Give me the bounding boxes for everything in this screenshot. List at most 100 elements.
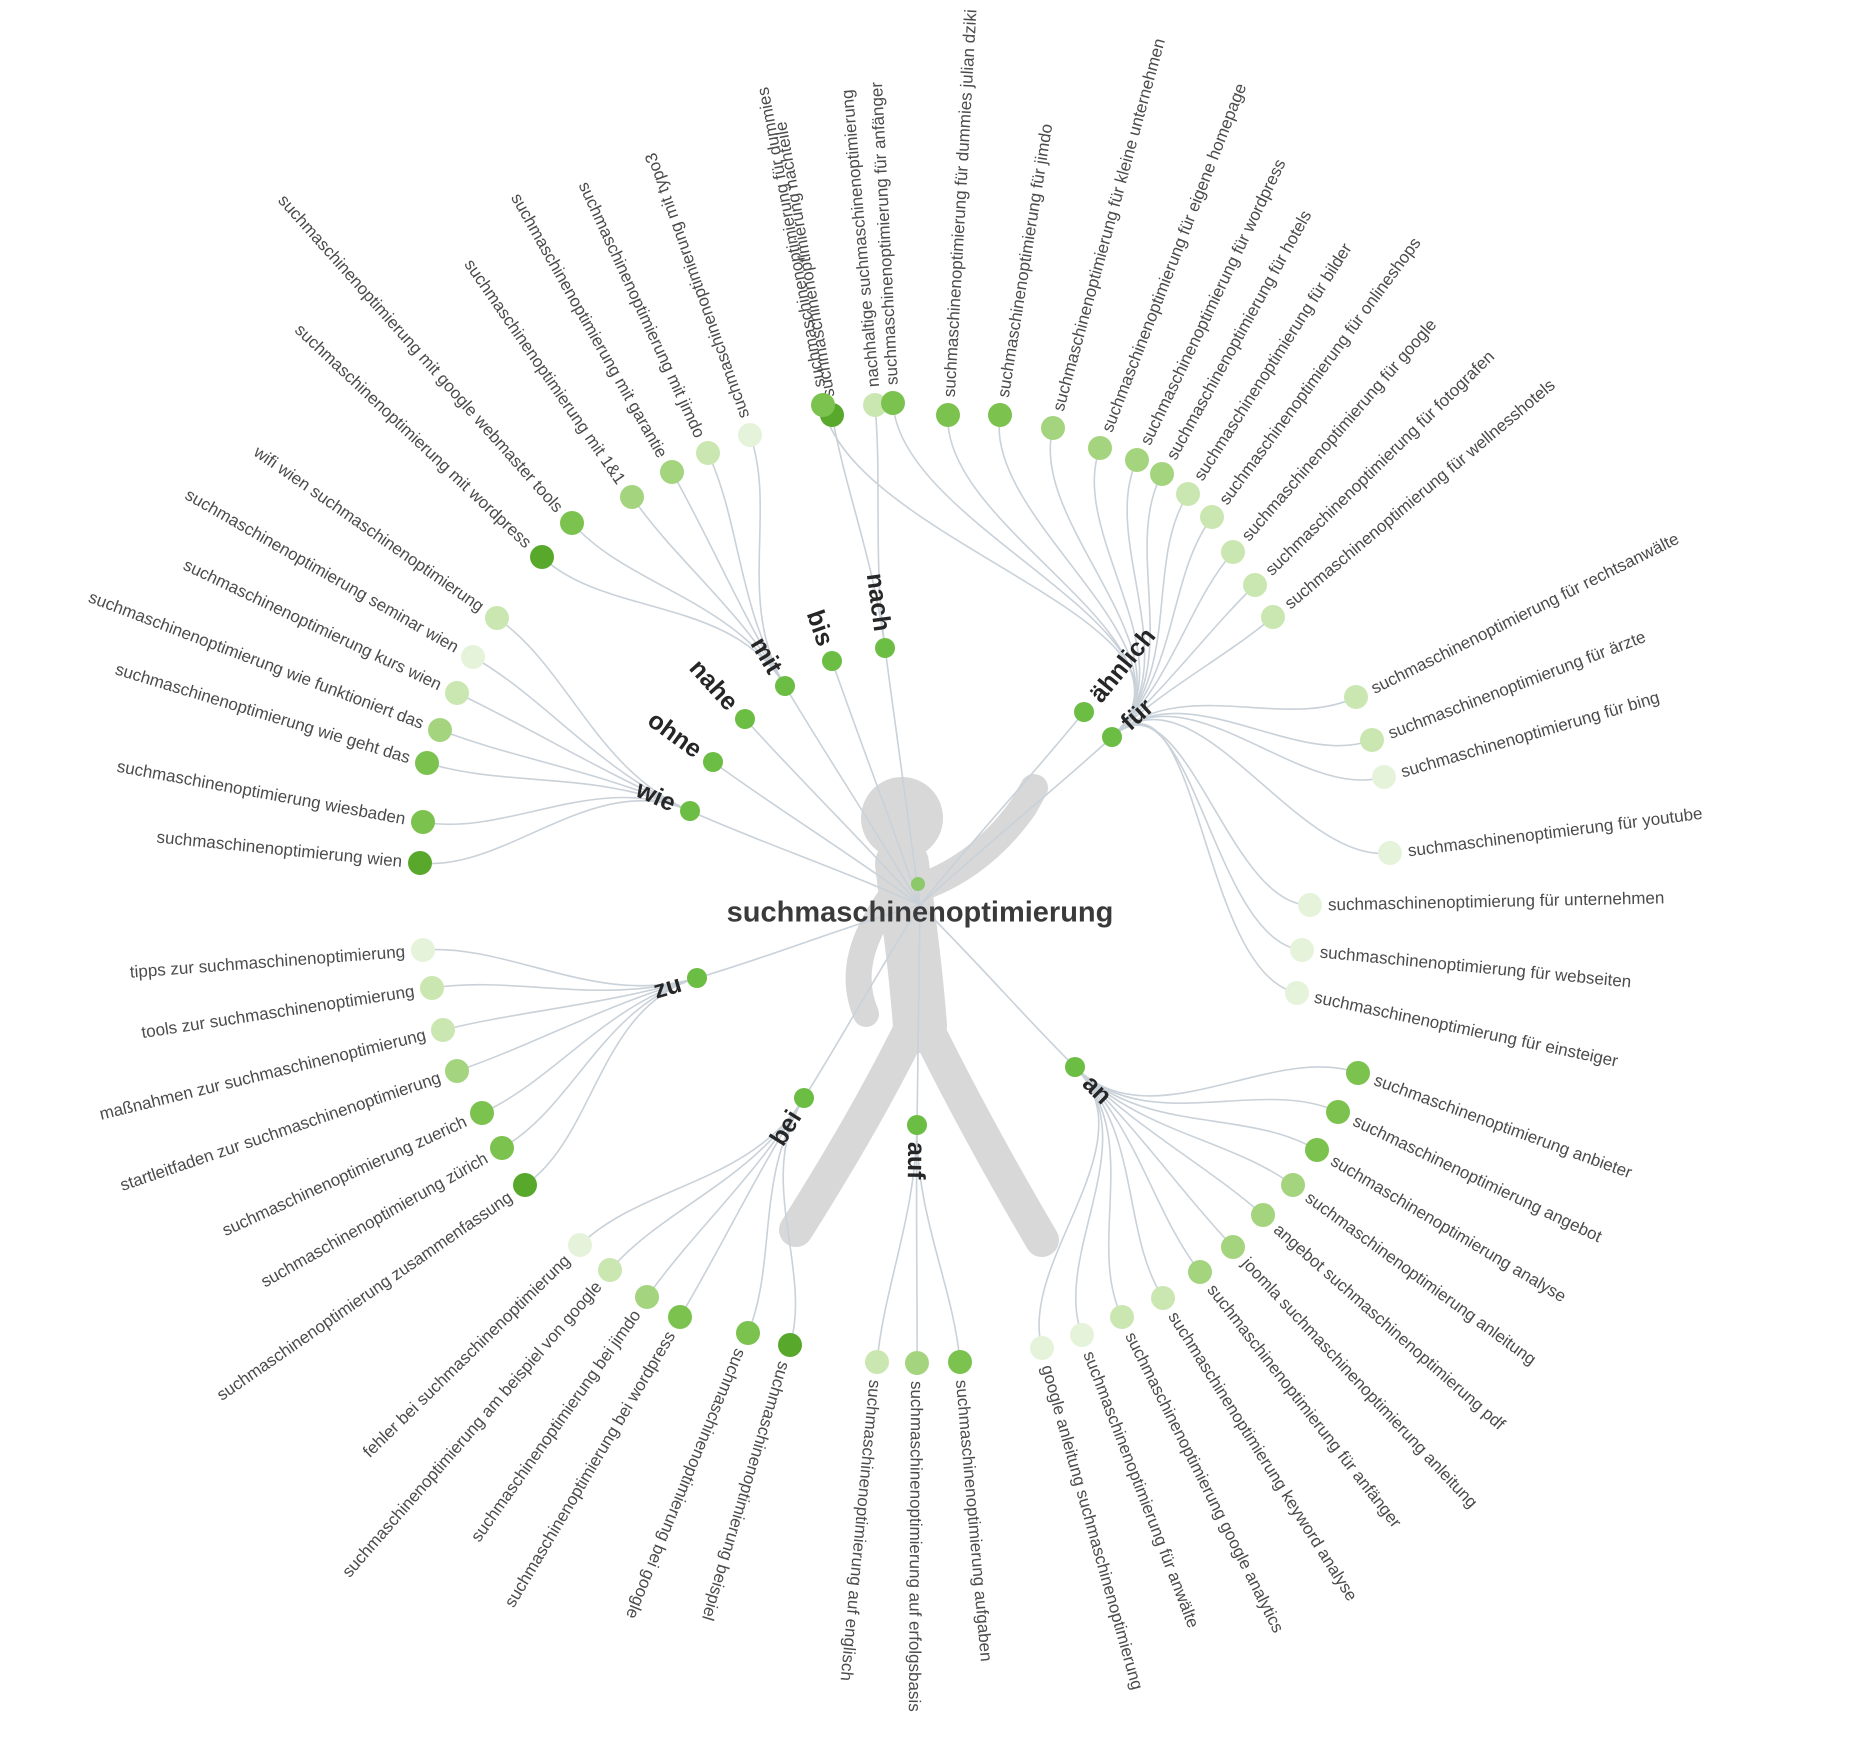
leaf-dot[interactable] [1326, 1100, 1350, 1124]
leaf-label[interactable]: suchmaschinenoptimierung wien [156, 828, 403, 871]
leaf-dot[interactable] [415, 751, 439, 775]
leaf-label[interactable]: suchmaschinenoptimierung für anwälte [1079, 1348, 1202, 1630]
branch-node-auf[interactable] [907, 1115, 927, 1135]
leaf-dot[interactable] [1030, 1336, 1054, 1360]
branch-label-ohne[interactable]: ohne [643, 706, 708, 764]
leaf-dot[interactable] [1305, 1138, 1329, 1162]
branch-node-für[interactable] [1102, 727, 1122, 747]
leaf-label[interactable]: suchmaschinenoptimierung aufgaben [952, 1379, 996, 1662]
leaf-label[interactable]: suchmaschinenoptimierung für jimdo [994, 122, 1057, 398]
leaf-dot[interactable] [948, 1350, 972, 1374]
branch-node-bis[interactable] [822, 651, 842, 671]
leaf-dot[interactable] [1346, 1061, 1370, 1085]
leaf-dot[interactable] [778, 1333, 802, 1357]
leaf-label[interactable]: tools zur suchmaschinenoptimierung [140, 982, 416, 1043]
leaf-dot[interactable] [1041, 416, 1065, 440]
leaf-label[interactable]: google anleitung suchmaschinenoptimierun… [1037, 1363, 1146, 1692]
branch-node-wie[interactable] [680, 801, 700, 821]
branch-label-nahe[interactable]: nahe [684, 654, 744, 716]
leaf-dot[interactable] [1360, 728, 1384, 752]
branch-label-bei[interactable]: bei [764, 1105, 807, 1150]
branch-label-wie[interactable]: wie [631, 775, 680, 817]
branch-label-nach[interactable]: nach [861, 571, 896, 633]
leaf-dot[interactable] [1344, 685, 1368, 709]
leaf-label[interactable]: suchmaschinenoptimierung für unternehmen [1328, 888, 1665, 914]
leaf-dot[interactable] [470, 1101, 494, 1125]
leaf-dot[interactable] [1088, 436, 1112, 460]
leaf-label[interactable]: suchmaschinenoptimierung mit 1&1 [460, 256, 629, 488]
leaf-dot[interactable] [1298, 893, 1322, 917]
leaf-dot[interactable] [513, 1173, 537, 1197]
branch-label-mit[interactable]: mit [745, 632, 789, 679]
leaf-dot[interactable] [738, 423, 762, 447]
leaf-dot[interactable] [411, 938, 435, 962]
leaf-label[interactable]: suchmaschinenoptimierung mit typo3 [641, 150, 753, 421]
leaf-dot[interactable] [431, 1018, 455, 1042]
branch-label-bis[interactable]: bis [801, 606, 839, 649]
leaf-label[interactable]: suchmaschinenoptimierung für einsteiger [1313, 988, 1620, 1071]
leaf-dot[interactable] [620, 485, 644, 509]
leaf-dot[interactable] [445, 1059, 469, 1083]
leaf-label[interactable]: suchmaschinenoptimierung für webseiten [1319, 943, 1632, 992]
leaf-label[interactable]: suchmaschinenoptimierung für youtube [1407, 804, 1704, 861]
branch-node-an[interactable] [1065, 1057, 1085, 1077]
leaf-dot[interactable] [1372, 765, 1396, 789]
leaf-dot[interactable] [811, 393, 835, 417]
leaf-dot[interactable] [1243, 573, 1267, 597]
branch-node-ähnlich[interactable] [1074, 702, 1094, 722]
leaf-dot[interactable] [598, 1258, 622, 1282]
leaf-dot[interactable] [1378, 841, 1402, 865]
leaf-dot[interactable] [1176, 482, 1200, 506]
leaf-label[interactable]: suchmaschinenoptimierung auf englisch [837, 1379, 885, 1682]
leaf-dot[interactable] [1188, 1260, 1212, 1284]
leaf-label[interactable]: suchmaschinenoptimierung angebot [1350, 1111, 1605, 1246]
leaf-label[interactable]: startleitfaden zur suchmaschinenoptimier… [118, 1068, 443, 1195]
leaf-dot[interactable] [1200, 505, 1224, 529]
leaf-dot[interactable] [668, 1305, 692, 1329]
leaf-dot[interactable] [445, 681, 469, 705]
branch-node-mit[interactable] [775, 676, 795, 696]
leaf-dot[interactable] [560, 511, 584, 535]
leaf-label[interactable]: suchmaschinenoptimierung für bing [1399, 688, 1662, 782]
leaf-dot[interactable] [660, 460, 684, 484]
leaf-dot[interactable] [530, 545, 554, 569]
leaf-dot[interactable] [490, 1136, 514, 1160]
leaf-dot[interactable] [863, 393, 887, 417]
leaf-label[interactable]: tipps zur suchmaschinenoptimierung [129, 942, 406, 982]
leaf-dot[interactable] [635, 1285, 659, 1309]
leaf-dot[interactable] [461, 645, 485, 669]
leaf-label[interactable]: suchmaschinenoptimierung auf erfolgsbasi… [905, 1381, 926, 1712]
leaf-dot[interactable] [905, 1351, 929, 1375]
branch-node-zu[interactable] [687, 968, 707, 988]
leaf-dot[interactable] [1151, 1286, 1175, 1310]
leaf-dot[interactable] [411, 810, 435, 834]
branch-node-ohne[interactable] [703, 752, 723, 772]
leaf-dot[interactable] [1281, 1173, 1305, 1197]
leaf-dot[interactable] [696, 441, 720, 465]
leaf-label[interactable]: suchmaschinenoptimierung wie geht das [113, 660, 412, 767]
leaf-dot[interactable] [1221, 1235, 1245, 1259]
leaf-dot[interactable] [1261, 605, 1285, 629]
leaf-dot[interactable] [485, 606, 509, 630]
leaf-label[interactable]: suchmaschinenoptimierung wiesbaden [115, 757, 407, 829]
leaf-dot[interactable] [568, 1233, 592, 1257]
leaf-dot[interactable] [428, 718, 452, 742]
leaf-label[interactable]: suchmaschinenoptimierung anbieter [1372, 1071, 1635, 1183]
branch-node-bei[interactable] [794, 1088, 814, 1108]
leaf-dot[interactable] [1070, 1323, 1094, 1347]
leaf-dot[interactable] [736, 1321, 760, 1345]
leaf-label[interactable]: suchmaschinenoptimierung für kleine unte… [1049, 36, 1169, 413]
branch-label-auf[interactable]: auf [902, 1142, 931, 1181]
leaf-label[interactable]: suchmaschinenoptimierung für dummies jul… [940, 9, 981, 398]
leaf-dot[interactable] [1251, 1203, 1275, 1227]
leaf-dot[interactable] [1125, 448, 1149, 472]
leaf-dot[interactable] [1150, 462, 1174, 486]
leaf-dot[interactable] [881, 391, 905, 415]
leaf-dot[interactable] [988, 403, 1012, 427]
leaf-dot[interactable] [1285, 981, 1309, 1005]
leaf-label[interactable]: suchmaschinenoptimierung für ärzte [1386, 627, 1649, 743]
leaf-dot[interactable] [420, 976, 444, 1000]
branch-label-ähnlich[interactable]: ähnlich [1084, 622, 1161, 708]
leaf-dot[interactable] [1290, 938, 1314, 962]
leaf-dot[interactable] [865, 1350, 889, 1374]
